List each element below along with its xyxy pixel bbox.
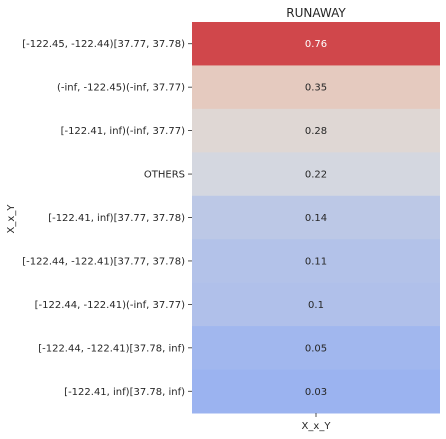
y-tick-label: (-inf, -122.45)(-inf, 37.77) xyxy=(57,83,185,94)
heatmap-cell xyxy=(192,369,440,414)
heatmap-cell xyxy=(192,195,440,240)
cell-value-label: 0.14 xyxy=(305,213,327,224)
chart-title: RUNAWAY xyxy=(286,6,346,20)
y-tick-label: [-122.44, -122.41)[37.77, 37.78) xyxy=(22,256,185,267)
cell-value-label: 0.76 xyxy=(305,39,327,50)
heatmap-cell xyxy=(192,152,440,197)
heatmap-cell xyxy=(192,239,440,284)
heatmap-cell xyxy=(192,282,440,327)
cell-value-label: 0.03 xyxy=(305,387,327,398)
cell-value-label: 0.22 xyxy=(305,170,327,181)
heatmap-cells: 0.76 0.35 0.28 0.22 0.14 0.11 0.1 0.05 0.03 xyxy=(192,22,440,414)
x-tick-labels: X_x_Y xyxy=(302,413,332,432)
heatmap-cell xyxy=(192,22,440,66)
y-tick-label: [-122.44, -122.41)(-inf, 37.77) xyxy=(35,300,185,311)
heatmap-cell xyxy=(192,65,440,110)
y-tick-labels: [-122.45, -122.44)[37.77, 37.78) (-inf, -… xyxy=(22,39,192,398)
y-tick-label: OTHERS xyxy=(144,170,185,181)
y-axis-label: X_x_Y xyxy=(6,204,17,234)
y-tick-label: [-122.45, -122.44)[37.77, 37.78) xyxy=(22,39,185,50)
heatmap-cell xyxy=(192,108,440,153)
y-tick-label: [-122.44, -122.41)[37.78, inf) xyxy=(38,343,185,354)
y-tick-label: [-122.41, inf)(-inf, 37.77) xyxy=(61,126,186,137)
cell-value-label: 0.35 xyxy=(305,83,327,94)
cell-value-label: 0.05 xyxy=(305,343,327,354)
heatmap-cell xyxy=(192,326,440,371)
cell-value-label: 0.11 xyxy=(305,256,327,267)
y-tick-label: [-122.41, inf)[37.77, 37.78) xyxy=(48,213,185,224)
x-tick-label: X_x_Y xyxy=(302,421,332,432)
y-tick-label: [-122.41, inf)[37.78, inf) xyxy=(64,387,185,398)
cell-value-label: 0.1 xyxy=(308,300,324,311)
cell-value-label: 0.28 xyxy=(305,126,327,137)
